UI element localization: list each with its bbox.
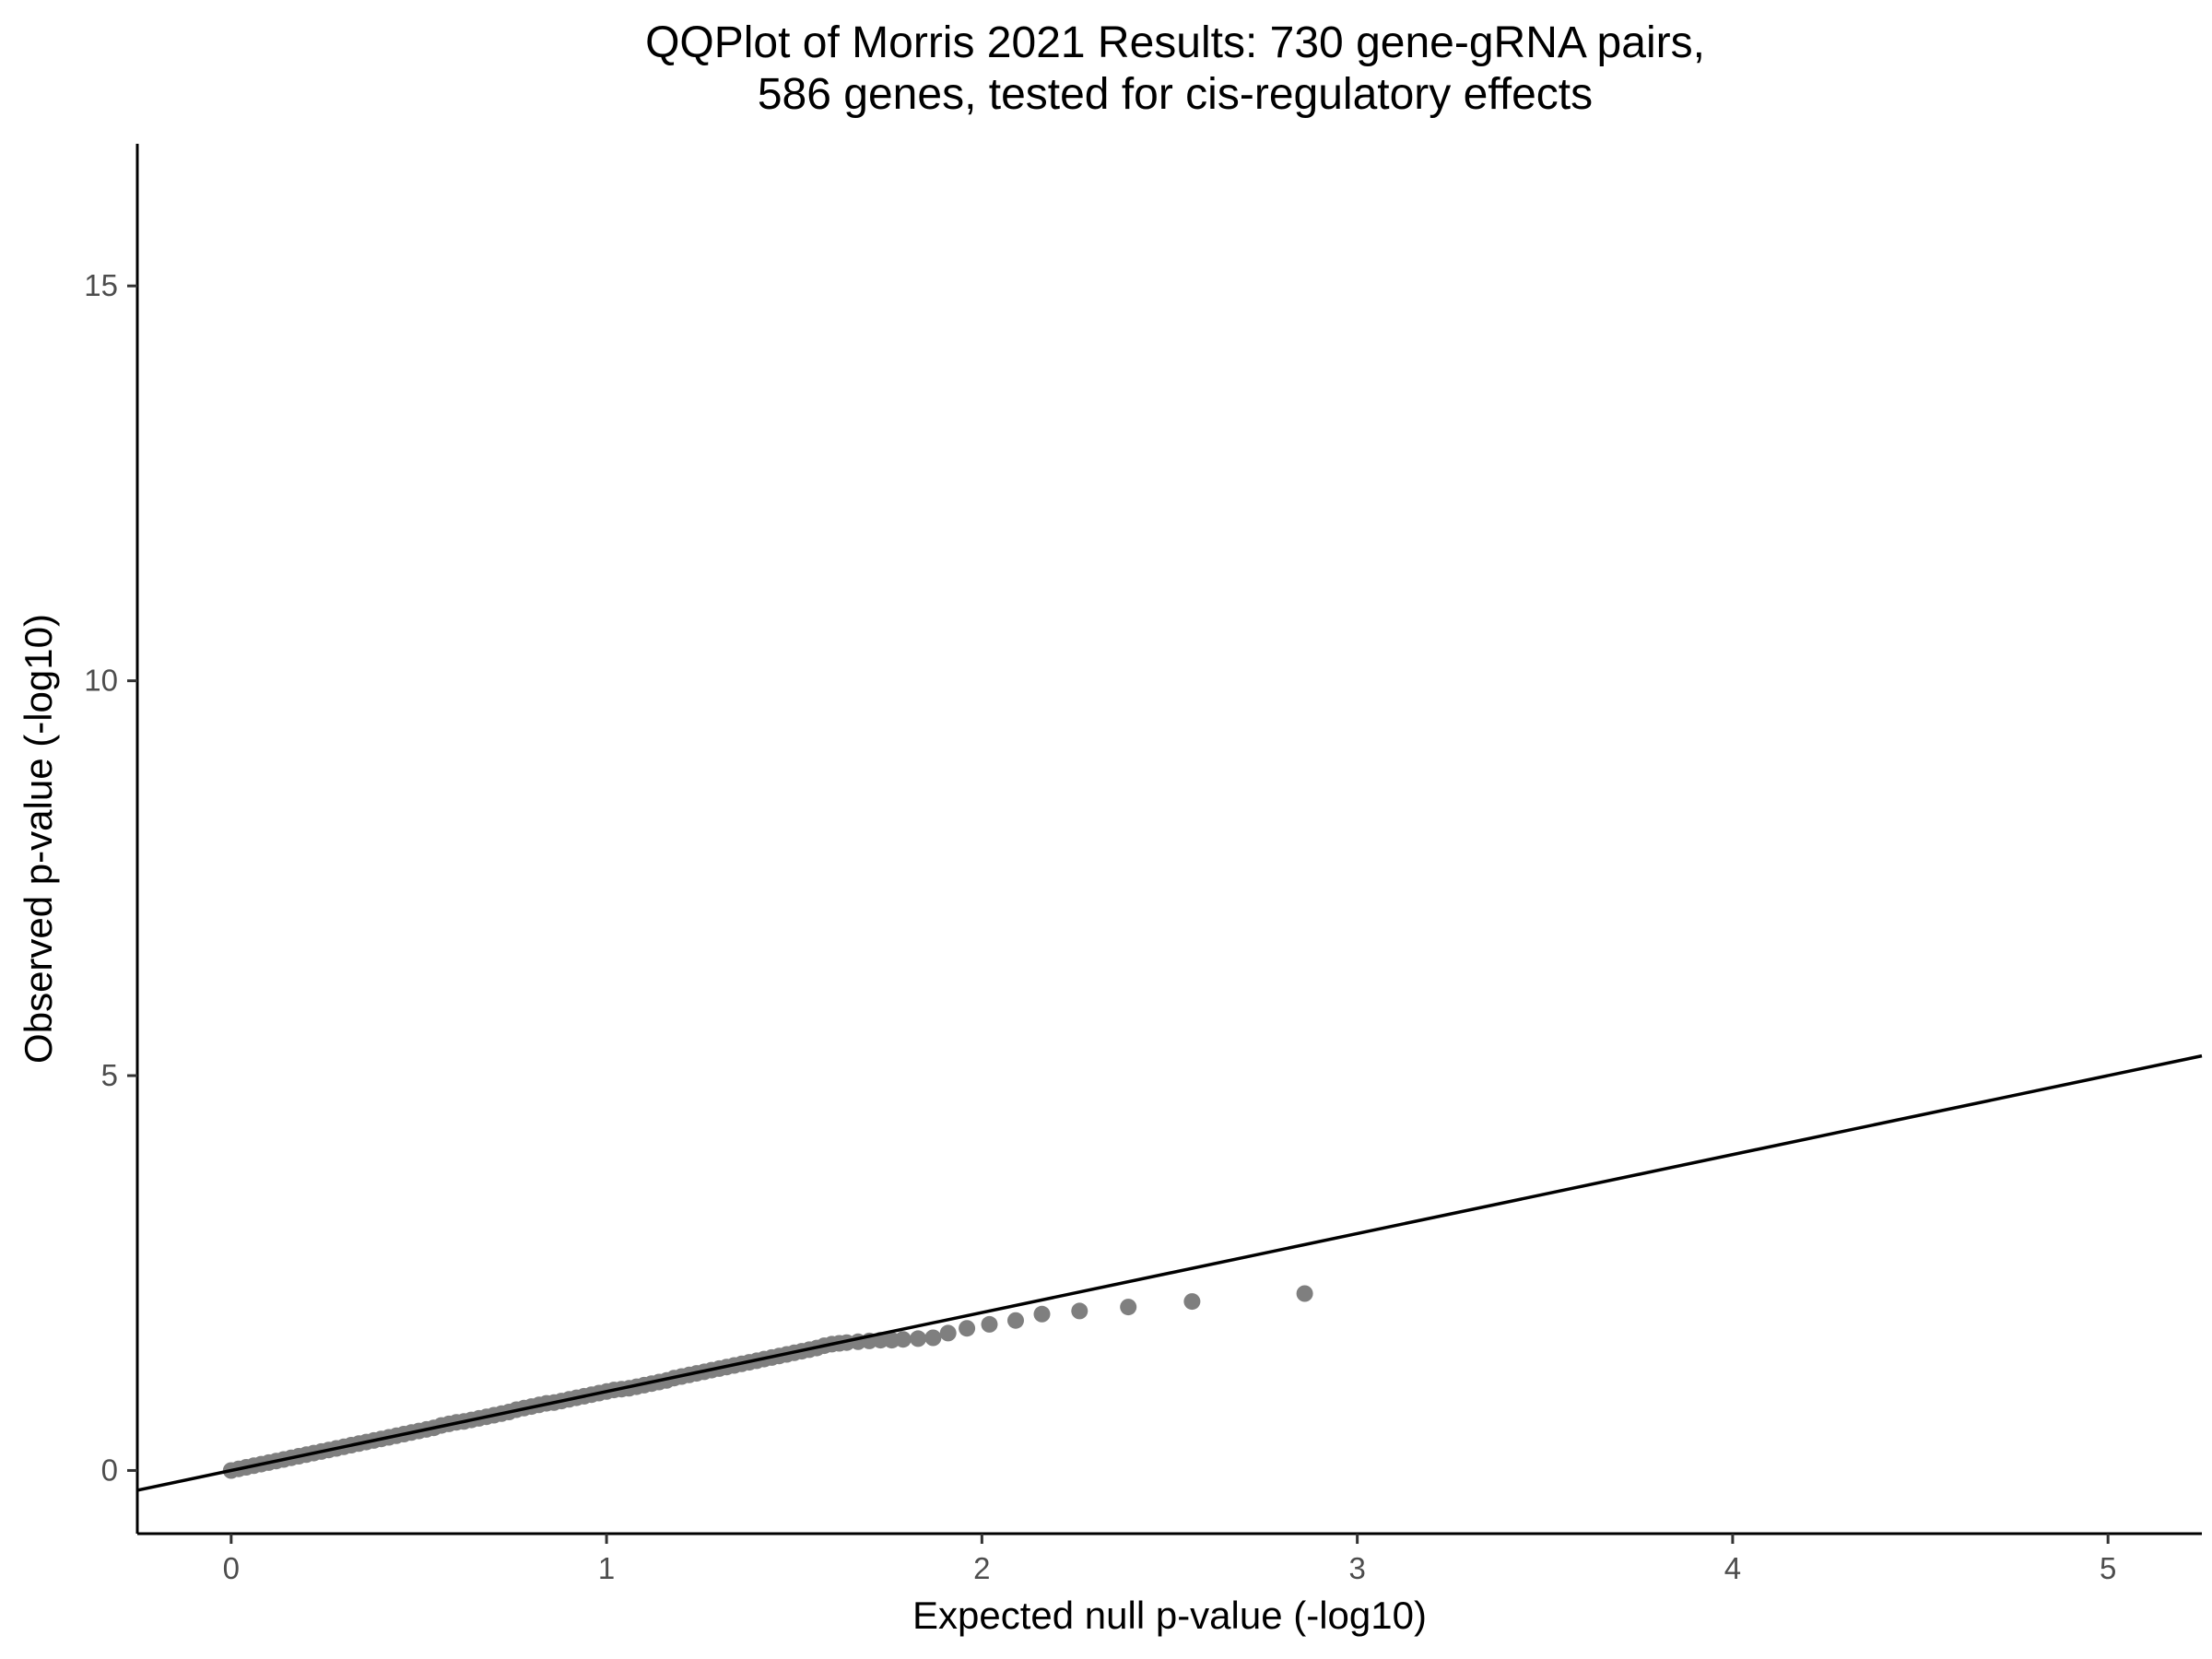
x-axis-ticks: 0 1 2 3 4 5 [223,1534,2116,1585]
qq-point [894,1331,912,1348]
qq-point [1296,1285,1313,1302]
qq-point [910,1330,927,1347]
chart-title-line-2: 586 genes, tested for cis-regulatory eff… [758,70,1593,119]
reference-line [136,1053,2203,1492]
qq-point [1183,1293,1201,1311]
y-tick-label: 15 [84,268,118,302]
y-tick-label: 5 [101,1058,118,1092]
chart-title-line-1: QQPlot of Morris 2021 Results: 730 gene-… [645,18,1705,67]
x-tick-label: 1 [598,1551,615,1585]
y-axis-title: Observed p-value (-log10) [17,614,60,1064]
qq-point [924,1329,942,1347]
x-tick-label: 5 [2100,1551,2116,1585]
x-tick-label: 3 [1348,1551,1365,1585]
qq-point [1071,1302,1088,1320]
x-axis-title: Expected null p-value (-log10) [912,1594,1427,1637]
y-tick-label: 10 [84,664,118,698]
x-tick-label: 4 [1724,1551,1741,1585]
y-tick-label: 0 [101,1453,118,1487]
y-axis-ticks: 0 5 10 15 [84,268,137,1487]
qq-point [1120,1299,1137,1316]
x-tick-label: 2 [973,1551,990,1585]
plot-area [136,1053,2203,1492]
qq-point [1033,1305,1051,1323]
x-tick-label: 0 [223,1551,240,1585]
qq-point [959,1320,976,1337]
qq-point [981,1315,998,1333]
qq-point [1007,1312,1024,1329]
qq-point [939,1324,957,1342]
